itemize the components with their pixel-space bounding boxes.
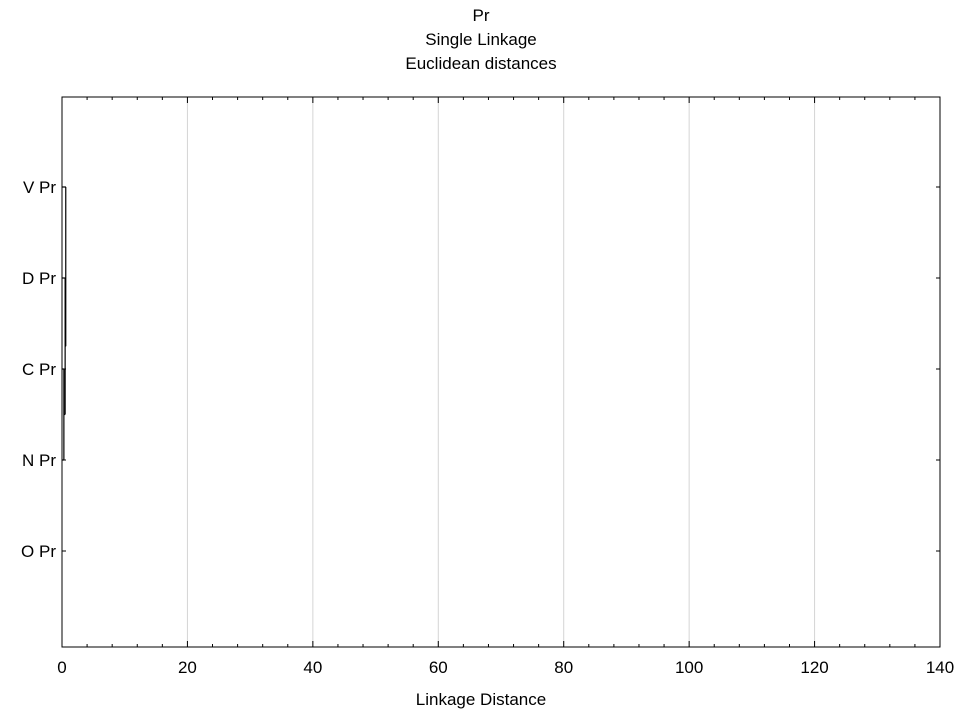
x-tick-label-5: 100 <box>675 658 703 677</box>
x-tick-label-2: 40 <box>303 658 322 677</box>
x-tick-label-0: 0 <box>57 658 66 677</box>
chart-title: Pr <box>472 6 490 25</box>
leaf-label-2: C Pr <box>22 360 56 379</box>
chart-subtitle-distance: Euclidean distances <box>405 54 557 73</box>
x-tick-label-7: 140 <box>926 658 954 677</box>
plot-frame <box>61 96 941 648</box>
x-tick-label-3: 60 <box>429 658 448 677</box>
leaf-label-1: D Pr <box>22 269 56 288</box>
leaf-label-3: N Pr <box>22 451 56 470</box>
x-axis-label: Linkage Distance <box>415 690 547 709</box>
chart-subtitle-linkage: Single Linkage <box>425 30 537 49</box>
x-tick-label-6: 120 <box>800 658 828 677</box>
x-tick-label-1: 20 <box>178 658 197 677</box>
axis-labels: 0 20 40 60 80 100 120 140 V Pr D Pr C Pr N Pr O Pr <box>21 178 954 677</box>
axis-ticks <box>61 97 941 647</box>
leaf-label-0: V Pr <box>23 178 56 197</box>
leaf-label-4: O Pr <box>21 542 56 561</box>
grid-lines <box>186 97 816 647</box>
x-tick-label-4: 80 <box>554 658 573 677</box>
dendrogram-tree <box>62 186 67 461</box>
chart-titles: Pr Single Linkage Euclidean distances <box>0 4 962 76</box>
